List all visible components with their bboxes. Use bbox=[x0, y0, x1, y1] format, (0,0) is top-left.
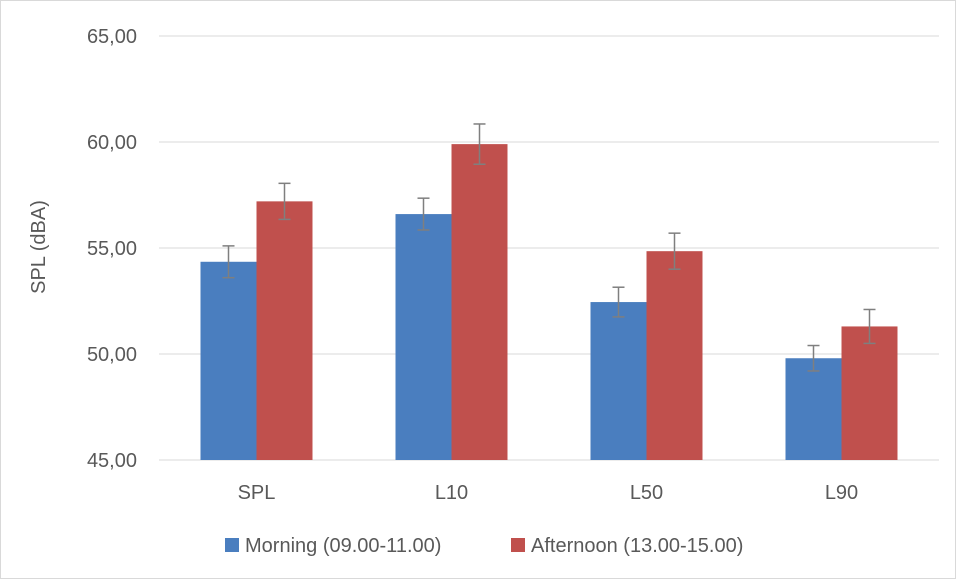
bar bbox=[451, 144, 508, 460]
bar bbox=[256, 201, 313, 461]
bar bbox=[395, 214, 452, 460]
y-tick-label: 65,00 bbox=[87, 26, 137, 48]
error-bar bbox=[863, 308, 876, 345]
error-bar bbox=[417, 197, 430, 231]
y-tick-label: 45,00 bbox=[87, 450, 137, 472]
x-category-label: L50 bbox=[630, 482, 663, 504]
error-bar bbox=[222, 245, 235, 279]
legend-item: Morning (09.00-11.00) bbox=[225, 535, 441, 557]
y-axis-title: SPL (dBA) bbox=[28, 200, 50, 294]
x-category-label: L90 bbox=[825, 482, 858, 504]
error-bars bbox=[222, 123, 876, 372]
legend-item: Afternoon (13.00-15.00) bbox=[511, 535, 743, 557]
bars bbox=[200, 144, 898, 461]
x-category-label: SPL bbox=[238, 482, 276, 504]
bar bbox=[200, 261, 257, 460]
x-axis-categories: SPL L10 L50 L90 bbox=[238, 482, 859, 504]
legend-swatch bbox=[511, 538, 525, 552]
error-bar bbox=[807, 344, 820, 372]
y-tick-label: 60,00 bbox=[87, 132, 137, 154]
bar bbox=[590, 302, 647, 460]
legend-label: Morning (09.00-11.00) bbox=[245, 535, 441, 557]
error-bar bbox=[473, 123, 486, 166]
x-category-label: L10 bbox=[435, 482, 468, 504]
bar bbox=[785, 358, 842, 460]
bar bbox=[646, 251, 703, 460]
legend-swatch bbox=[225, 538, 239, 552]
y-tick-label: 50,00 bbox=[87, 344, 137, 366]
error-bar bbox=[668, 232, 681, 270]
bar bbox=[841, 326, 898, 460]
legend: Morning (09.00-11.00) Afternoon (13.00-15… bbox=[225, 535, 743, 557]
error-bar bbox=[612, 286, 625, 318]
y-axis-ticks: 45,00 50,00 55,00 60,00 65,00 bbox=[87, 26, 137, 472]
legend-label: Afternoon (13.00-15.00) bbox=[531, 535, 743, 557]
y-tick-label: 55,00 bbox=[87, 238, 137, 260]
error-bar bbox=[278, 182, 291, 221]
